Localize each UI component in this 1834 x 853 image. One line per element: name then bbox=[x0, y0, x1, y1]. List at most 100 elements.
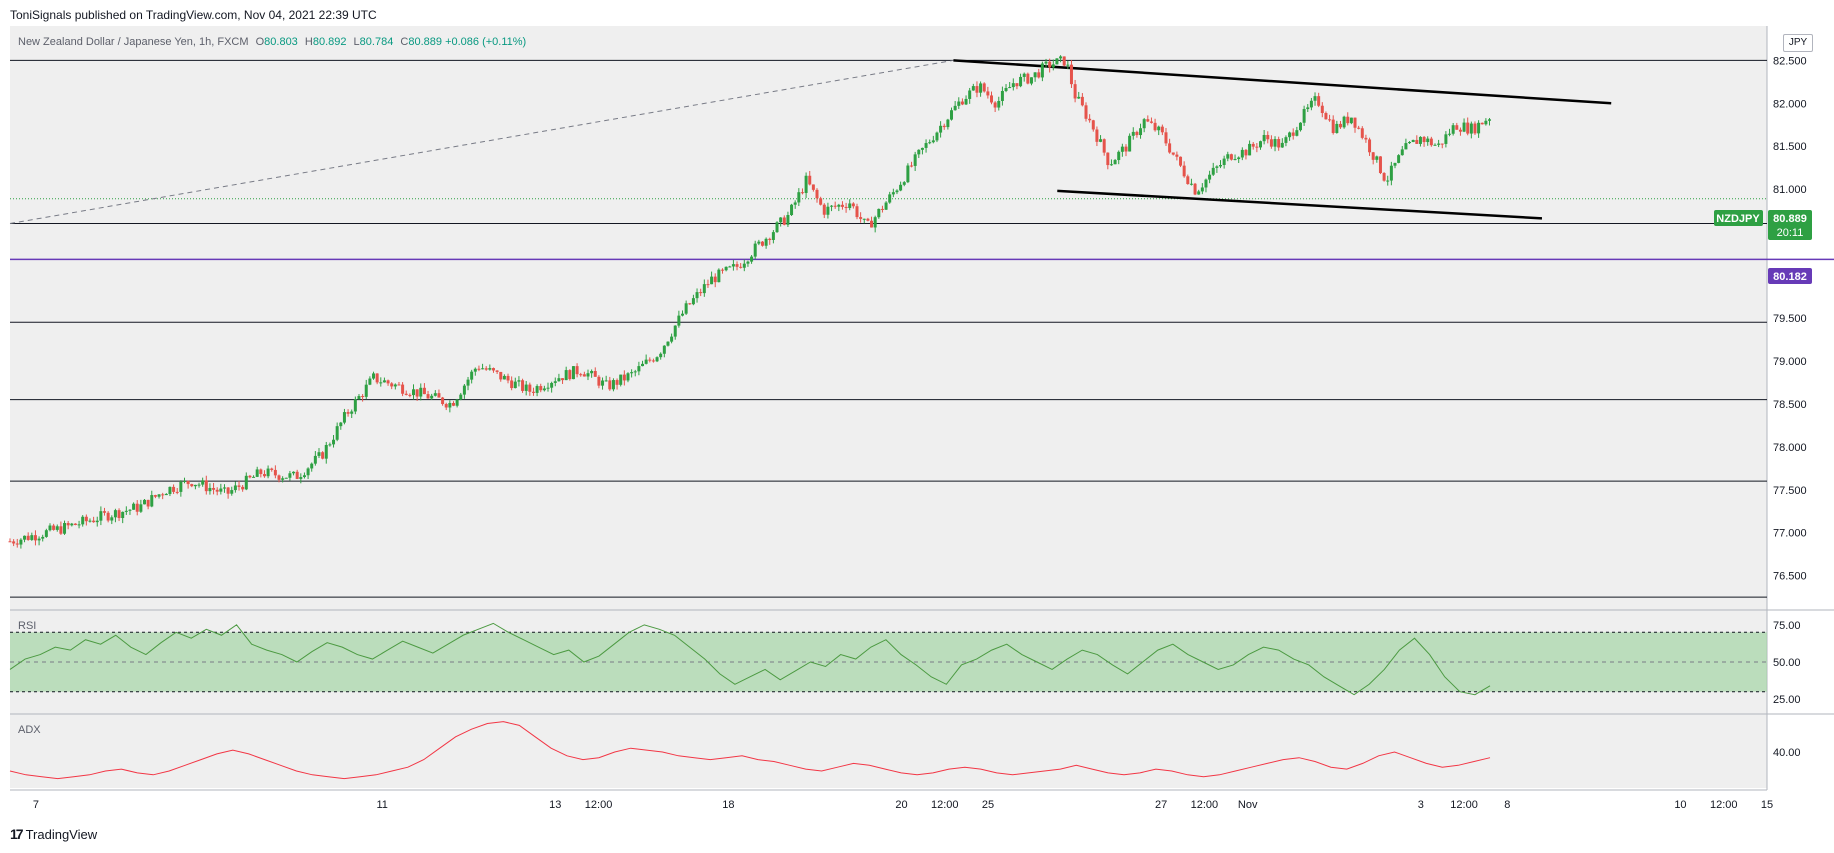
low-label: L bbox=[353, 36, 360, 48]
candle-down bbox=[1473, 123, 1477, 134]
candle-up bbox=[1200, 187, 1204, 192]
candle-up bbox=[906, 165, 910, 183]
candle-down bbox=[1328, 119, 1332, 121]
price-axis[interactable]: 76.500 77.000 77.500 78.000 78.500 79.000 79.5… bbox=[1773, 55, 1807, 582]
candle-up bbox=[55, 526, 59, 530]
candle-up bbox=[1040, 63, 1044, 78]
candle-up bbox=[1408, 142, 1412, 144]
candle-up bbox=[1349, 117, 1353, 124]
candle-down bbox=[1062, 56, 1066, 66]
candle-up bbox=[1302, 109, 1306, 123]
horizontal-levels[interactable] bbox=[10, 59, 1834, 598]
candle-up bbox=[1284, 137, 1288, 143]
candle-up bbox=[266, 468, 270, 477]
candle-up bbox=[110, 517, 114, 521]
candle-up bbox=[957, 101, 961, 106]
candle-down bbox=[851, 203, 855, 207]
tradingview-logo-icon: 17 bbox=[10, 826, 24, 842]
candle-up bbox=[1273, 139, 1277, 147]
candle-up bbox=[1157, 126, 1161, 131]
trendlines[interactable] bbox=[9, 59, 1612, 225]
candle-up bbox=[1295, 130, 1299, 136]
candle-up bbox=[1258, 141, 1262, 148]
change-value: +0.086 (+0.11%) bbox=[445, 36, 527, 48]
candle-down bbox=[33, 535, 37, 541]
candle-down bbox=[568, 370, 572, 380]
candle-up bbox=[601, 380, 605, 386]
time-axis[interactable]: 7 11 13 12:00 18 20 12:00 25 27 12:00 Nov 3 12:00 8 10… bbox=[33, 799, 1773, 811]
candle-down bbox=[1244, 149, 1248, 156]
candle-down bbox=[277, 475, 281, 480]
candle-up bbox=[1208, 174, 1212, 180]
candle-up bbox=[862, 218, 866, 220]
candle-down bbox=[12, 541, 16, 544]
candle-up bbox=[964, 98, 968, 105]
high-value: 80.892 bbox=[312, 36, 347, 48]
time-tick-label: 27 bbox=[1155, 799, 1167, 811]
time-tick-label: 3 bbox=[1418, 799, 1424, 811]
candle-down bbox=[262, 474, 266, 477]
candle-up bbox=[1066, 64, 1070, 66]
candle-up bbox=[728, 266, 732, 268]
candle-up bbox=[332, 439, 336, 445]
candle-down bbox=[528, 384, 532, 392]
candle-down bbox=[960, 101, 964, 105]
candle-up bbox=[1128, 135, 1132, 152]
candle-down bbox=[73, 523, 77, 525]
candle-down bbox=[735, 264, 739, 267]
candle-down bbox=[186, 480, 190, 485]
candle-up bbox=[1404, 143, 1408, 150]
candle-up bbox=[364, 384, 368, 397]
candle-up bbox=[564, 370, 568, 381]
candle-down bbox=[1102, 139, 1106, 153]
candle-down bbox=[506, 375, 510, 381]
candle-down bbox=[237, 485, 241, 487]
candle-up bbox=[633, 371, 637, 373]
candle-down bbox=[720, 269, 724, 271]
candle-up bbox=[790, 204, 794, 216]
candle-up bbox=[1219, 164, 1223, 167]
candle-up bbox=[284, 477, 288, 479]
candle-down bbox=[386, 380, 390, 384]
candle-up bbox=[1189, 183, 1193, 185]
time-tick-label: 8 bbox=[1504, 799, 1510, 811]
candle-up bbox=[1011, 83, 1015, 88]
candle-down bbox=[175, 491, 179, 493]
candle-up bbox=[299, 477, 303, 479]
candle-up bbox=[1248, 143, 1252, 156]
trendline-0 bbox=[953, 59, 1612, 105]
candle-down bbox=[1455, 125, 1459, 130]
candle-up bbox=[281, 478, 285, 480]
candle-down bbox=[437, 393, 441, 398]
currency-button[interactable]: JPY bbox=[1783, 34, 1813, 52]
candle-up bbox=[557, 378, 561, 382]
candle-down bbox=[1015, 83, 1019, 87]
candle-up bbox=[764, 238, 768, 246]
candle-down bbox=[575, 366, 579, 375]
candle-down bbox=[15, 543, 19, 545]
candle-down bbox=[1106, 152, 1110, 166]
candle-down bbox=[1193, 183, 1197, 195]
candle-down bbox=[706, 284, 710, 286]
candle-up bbox=[222, 487, 226, 489]
candle-up bbox=[150, 495, 154, 507]
close-label: C bbox=[400, 36, 409, 48]
candle-up bbox=[182, 480, 186, 482]
candle-up bbox=[1451, 125, 1455, 134]
rsi-title: RSI bbox=[18, 620, 37, 632]
adx-tick-label: 40.00 bbox=[1773, 747, 1801, 759]
footer-brand[interactable]: 17 TradingView bbox=[10, 826, 97, 842]
price-tick-label: 81.000 bbox=[1773, 184, 1807, 196]
candle-up bbox=[826, 206, 830, 215]
close-value: 80.889 bbox=[408, 36, 442, 48]
candle-down bbox=[819, 198, 823, 205]
candle-down bbox=[1171, 152, 1175, 155]
candle-down bbox=[212, 487, 216, 490]
candle-up bbox=[430, 395, 434, 399]
candle-down bbox=[375, 373, 379, 383]
time-tick-label: 13 bbox=[549, 799, 561, 811]
chart-canvas[interactable]: 76.500 77.000 77.500 78.000 78.500 79.000 79.5… bbox=[0, 0, 1834, 820]
candle-down bbox=[103, 511, 107, 513]
candle-up bbox=[1375, 156, 1379, 160]
candle-up bbox=[877, 208, 881, 218]
